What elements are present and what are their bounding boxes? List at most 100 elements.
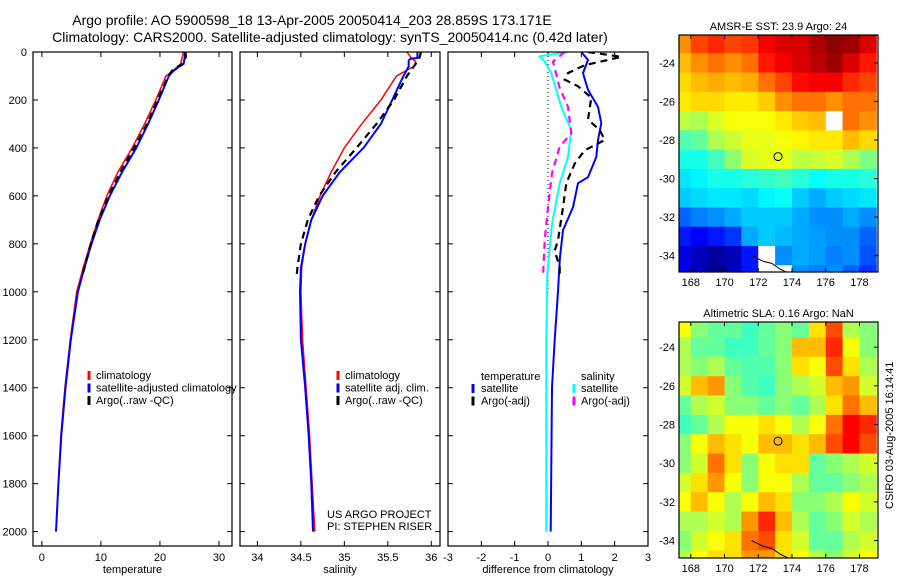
heatmap-cell: [679, 111, 692, 131]
heatmap-cell: [707, 168, 726, 189]
heatmap-cell: [808, 395, 827, 416]
heatmap-cell: [791, 453, 810, 474]
heatmap-cell: [791, 550, 810, 558]
heatmap-cell: [791, 322, 810, 338]
y-tick-label: 400: [9, 143, 27, 155]
x-tick-label: 176: [817, 563, 835, 575]
heatmap-cell: [690, 414, 709, 435]
heatmap-cell: [707, 434, 726, 455]
heatmap-cell: [690, 337, 709, 358]
heatmap-cell: [707, 35, 726, 54]
heatmap-cell: [707, 322, 726, 338]
heatmap-cell: [859, 245, 877, 266]
heatmap-cell: [775, 265, 793, 272]
heatmap-cell: [808, 168, 827, 189]
x-tick-label: 1: [578, 552, 584, 564]
heatmap-cell: [741, 188, 759, 208]
heatmap-cell: [690, 168, 709, 189]
heatmap-cell: [791, 91, 810, 112]
heatmap-cell: [758, 414, 776, 435]
series-group: [537, 52, 622, 532]
heatmap-cell: [775, 530, 793, 551]
heatmap-cell: [724, 492, 742, 513]
project-annotation: PI: STEPHEN RISER: [327, 521, 432, 533]
heatmap-cell: [679, 395, 692, 416]
series-group: [55, 52, 188, 532]
heatmap-cell: [775, 337, 793, 358]
heatmap-cell: [842, 492, 860, 513]
heatmap-cell: [825, 226, 844, 247]
heatmap-cell: [690, 130, 709, 151]
heatmap-cell: [758, 376, 776, 397]
heatmap-cell: [690, 207, 709, 228]
heatmap-cell: [741, 322, 759, 338]
heatmap-cell: [679, 530, 692, 551]
heatmap-cell: [825, 434, 844, 455]
heatmap-cell: [679, 414, 692, 435]
heatmap-cell: [690, 149, 709, 170]
heatmap-cell: [859, 265, 877, 272]
project-annotation: US ARGO PROJECT: [327, 509, 432, 521]
heatmap-cell: [791, 226, 810, 247]
heatmap-cell: [808, 226, 827, 247]
heatmap-cell: [775, 188, 793, 208]
heatmap-cell: [825, 35, 844, 54]
y-tick-label: -24: [659, 58, 675, 70]
heatmap-cell: [707, 414, 726, 435]
heatmap-cell: [842, 245, 860, 266]
heatmap-cell: [741, 168, 759, 189]
heatmap-cell: [808, 453, 827, 474]
heatmap-cell: [707, 265, 726, 272]
heatmap-cell: [825, 530, 844, 551]
heatmap-cell: [775, 492, 793, 513]
x-tick-label: 35.5: [377, 552, 398, 564]
x-tick-label: 174: [783, 563, 801, 575]
x-axis-label: temperature: [103, 564, 162, 576]
panel-frame: [239, 51, 441, 547]
x-tick-label: 20: [154, 552, 166, 564]
heatmap-cell: [741, 207, 759, 228]
heatmap-cell: [741, 130, 759, 151]
heatmap-cell: [724, 35, 742, 54]
heatmap-cell: [791, 337, 810, 358]
heatmap-cell: [679, 265, 692, 272]
y-tick-label: -26: [659, 96, 675, 108]
x-tick-label: 178: [850, 277, 868, 289]
heatmap-cell: [791, 530, 810, 551]
heatmap-cell: [825, 472, 844, 493]
x-axis-label: difference from climatology: [482, 564, 614, 576]
heatmap-cell: [679, 53, 692, 74]
heatmap-cell: [707, 376, 726, 397]
figure-title-line-1: Argo profile: AO 5900598_18 13-Apr-2005 …: [72, 12, 552, 28]
heatmap-cell: [775, 207, 793, 228]
heatmap-cell: [690, 322, 709, 338]
series-line-salinity-argo-adj-: [541, 52, 573, 277]
heatmap-cell: [808, 53, 827, 74]
heatmap-cell: [808, 111, 827, 131]
heatmap-cell: [724, 414, 742, 435]
heatmap-cell: [825, 550, 844, 558]
heatmap-cell: [825, 168, 844, 189]
heatmap-cell: [690, 492, 709, 513]
heatmap-cell: [775, 376, 793, 397]
heatmap-cell: [758, 550, 776, 558]
heatmap-cell: [741, 376, 759, 397]
heatmap-cell: [825, 207, 844, 228]
heatmap-cell: [825, 395, 844, 416]
y-tick-label: 2000: [3, 527, 27, 539]
heatmap-cell: [758, 226, 776, 247]
heatmap-cell: [825, 245, 844, 266]
heatmap-cell: [758, 35, 776, 54]
heatmap-cell: [791, 414, 810, 435]
heatmap-cell: [758, 53, 776, 74]
heatmap-cell: [707, 453, 726, 474]
heatmap-cell: [724, 188, 742, 208]
heatmap-cell: [758, 168, 776, 189]
heatmap-cell: [859, 434, 877, 455]
x-tick-label: 0: [545, 552, 551, 564]
heatmap-cell: [707, 472, 726, 493]
y-tick-label: -28: [659, 420, 675, 432]
heatmap-cell: [791, 111, 810, 131]
heatmap-cell: [791, 72, 810, 93]
heatmap-cell: [825, 130, 844, 151]
